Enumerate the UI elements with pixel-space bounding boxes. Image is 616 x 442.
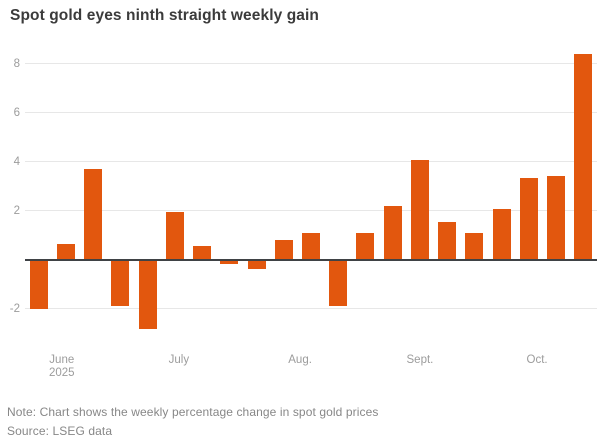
- x-axis-month-label: June 2025: [48, 354, 75, 379]
- bar: [356, 232, 375, 260]
- gridline: [25, 308, 597, 310]
- y-axis-tick-label: 6: [13, 106, 20, 119]
- bar: [302, 232, 320, 260]
- gridline: [25, 112, 597, 114]
- y-axis-tick-label: 8: [13, 57, 20, 70]
- bar: [84, 168, 103, 260]
- bar: [492, 209, 511, 260]
- page-title: Spot gold eyes ninth straight weekly gai…: [10, 7, 319, 24]
- y-axis-tick-label: 4: [13, 155, 20, 168]
- bar: [56, 243, 75, 260]
- y-axis-tick-label: 2: [13, 204, 20, 217]
- gridline: [25, 63, 597, 65]
- bar: [329, 259, 348, 307]
- bar: [438, 221, 457, 260]
- bar: [465, 232, 484, 260]
- x-axis-month-label: Aug.: [288, 354, 312, 366]
- bar: [247, 259, 266, 270]
- bar: [547, 176, 566, 260]
- chart-plot: 8 6 4 2 -2 June 2025 July Aug. Sept. Oct.: [10, 45, 597, 379]
- bar: [519, 177, 538, 260]
- x-axis-month-label: Oct.: [526, 354, 548, 366]
- bar: [165, 211, 184, 260]
- zero-baseline: [25, 258, 597, 261]
- bar: [220, 259, 239, 265]
- note-text: Note: Chart shows the weekly percentage …: [7, 405, 379, 419]
- bar: [111, 259, 130, 307]
- bar: [410, 160, 429, 260]
- gridline: [25, 210, 597, 212]
- bar: [574, 53, 593, 260]
- bar: [383, 205, 402, 260]
- y-axis-tick-label: -2: [9, 302, 20, 315]
- gridline: [25, 161, 597, 163]
- x-axis-year-label: 2025: [48, 367, 75, 379]
- bar: [138, 259, 157, 330]
- x-axis-month-label: July: [168, 354, 190, 366]
- bar: [193, 246, 212, 260]
- bar: [274, 239, 293, 260]
- bar: [29, 259, 48, 309]
- x-axis-month-label: Sept.: [406, 354, 434, 366]
- source-text: Source: LSEG data: [7, 424, 113, 438]
